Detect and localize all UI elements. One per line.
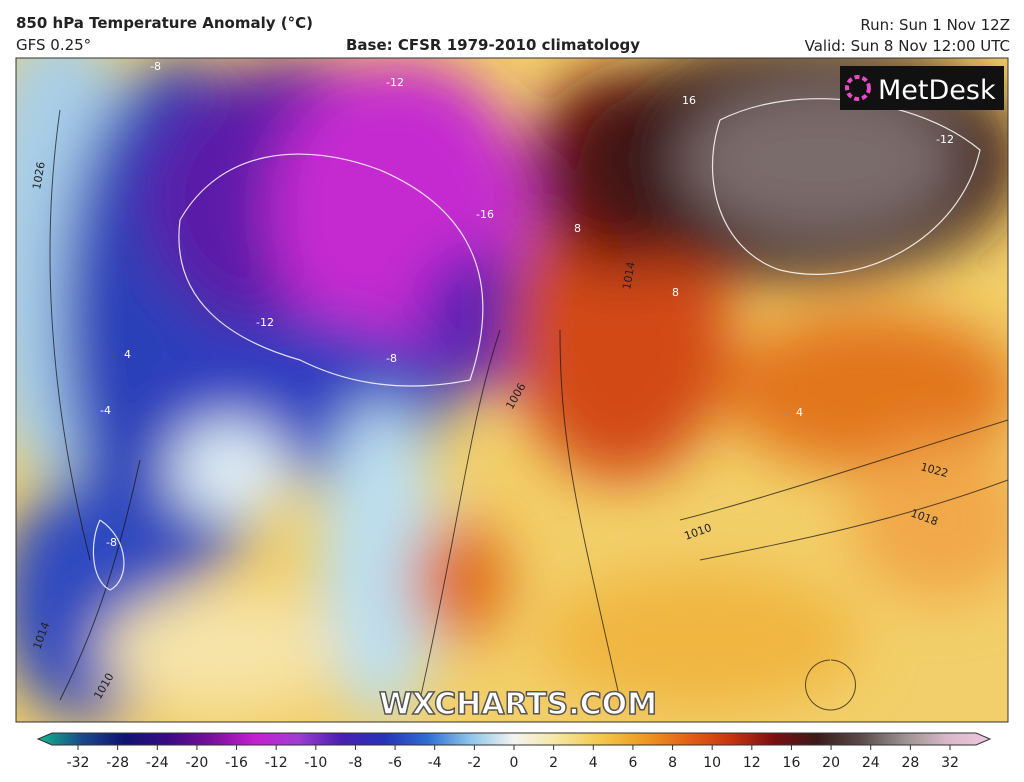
colorbar-tick-label: -24 [146,755,169,771]
logo: MetDesk [878,75,996,106]
colorbar-tick-label: 32 [941,755,959,771]
colorbar-tick-label: 28 [901,755,919,771]
colorbar-tick-label: -32 [67,755,90,771]
colorbar-tick-label: 10 [703,755,721,771]
colorbar-tick-label: 12 [743,755,761,771]
map-label: 4 [796,406,803,419]
run: Run: Sun 1 Nov 12Z [860,16,1010,34]
watermark: WXCHARTS.COM [379,687,657,722]
map-label: 8 [574,222,581,235]
map-frame [15,57,1009,723]
colorbar-tick-label: 16 [783,755,801,771]
valid: Valid: Sun 8 Nov 12:00 UTC [805,37,1010,55]
colorbar-tick-label: 20 [822,755,840,771]
colorbar-tick-label: -2 [467,755,481,771]
colorbar-tick-label: 2 [549,755,558,771]
map-label: -12 [256,316,274,329]
colorbar-tick-label: 8 [668,755,677,771]
colorbar-tick-label: -4 [428,755,442,771]
map-label: -8 [150,60,161,73]
title: 850 hPa Temperature Anomaly (°C) [16,14,313,32]
colorbar-tick-label: -6 [388,755,402,771]
colorbar-tick-label: 4 [589,755,598,771]
map-label: -12 [936,133,954,146]
colorbar-tick-label: -28 [106,755,129,771]
map-label: -8 [386,352,397,365]
colorbar-tick-label: -20 [185,755,208,771]
map: MetDesk WXCHARTS.COM -8 -12 -16 -12 -8 1… [16,58,1008,722]
map-label: 4 [124,348,131,361]
colorbar: -32 -28 -24 -20 -16 -12 -10 -8 -6 -4 -2 0 2 4 6 8 10 12 16… [36,732,992,771]
map-label: 16 [682,94,696,107]
base: Base: CFSR 1979-2010 climatology [346,36,640,54]
map-label: 1014 [620,261,638,291]
colorbar-tick-label: 6 [628,755,637,771]
map-label: 1026 [30,161,48,191]
colorbar-tick-label: -10 [304,755,327,771]
colorbar-tick-label: -12 [265,755,288,771]
map-label: -12 [386,76,404,89]
colorbar-ramp [36,732,992,746]
map-label: -8 [106,536,117,549]
map-label: -16 [476,208,494,221]
map-label: 8 [672,286,679,299]
model: GFS 0.25° [16,36,91,54]
map-label: -4 [100,404,111,417]
colorbar-tick-label: -8 [348,755,362,771]
colorbar-tick-label: -16 [225,755,248,771]
colorbar-tick-label: 0 [510,755,519,771]
colorbar-tick-label: 24 [862,755,880,771]
